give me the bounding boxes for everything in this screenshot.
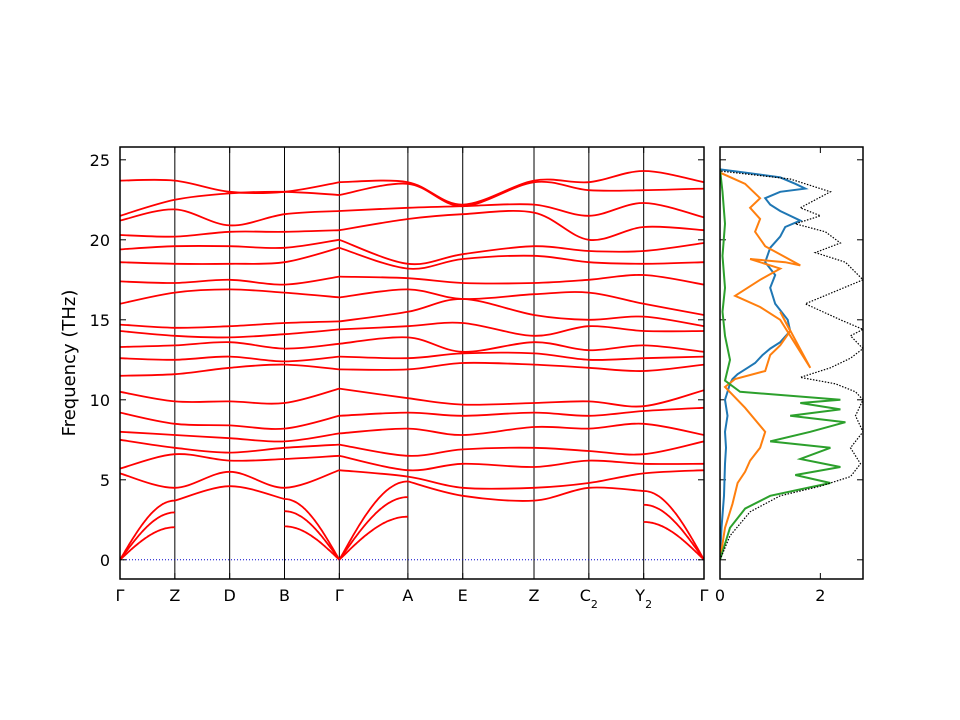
x-tick-label: Z bbox=[169, 586, 180, 605]
y-tick-label: 5 bbox=[100, 471, 110, 490]
phonon-band bbox=[120, 469, 340, 489]
acoustic-branch bbox=[284, 525, 341, 561]
phonon-band bbox=[339, 422, 704, 436]
dos-x-tick-label: 2 bbox=[815, 586, 825, 605]
phonon-band bbox=[339, 246, 704, 270]
dos-plot-frame bbox=[719, 146, 864, 580]
x-tick-label: E bbox=[458, 586, 468, 605]
phonon-band bbox=[120, 190, 340, 217]
acoustic-branch bbox=[338, 480, 408, 561]
phonon-band bbox=[120, 288, 340, 305]
y-tick-label: 0 bbox=[100, 551, 110, 570]
x-tick-label: Γ bbox=[700, 586, 709, 605]
acoustic-branch bbox=[643, 490, 704, 561]
phonon-bands bbox=[120, 170, 704, 561]
x-tick-label: Γ bbox=[116, 586, 125, 605]
phonon-band bbox=[120, 238, 340, 251]
phonon-band bbox=[120, 275, 340, 286]
phonon-band bbox=[339, 454, 704, 472]
acoustic-branch bbox=[120, 499, 175, 561]
acoustic-branch bbox=[120, 511, 176, 561]
phonon-band bbox=[120, 246, 340, 265]
x-tick-label: C2 bbox=[580, 586, 598, 611]
dos-curve bbox=[720, 171, 812, 560]
phonon-band bbox=[120, 387, 340, 405]
acoustic-branch bbox=[338, 496, 408, 561]
phonon-band bbox=[339, 336, 704, 353]
x-tick-label: B bbox=[279, 586, 290, 605]
phonon-band bbox=[339, 387, 704, 408]
y-tick-label: 20 bbox=[90, 231, 110, 250]
phonon-band bbox=[339, 209, 704, 241]
y-tick-label: 10 bbox=[90, 391, 110, 410]
x-tick-label: Γ bbox=[335, 586, 344, 605]
phonon-band bbox=[339, 238, 704, 266]
phonon-band bbox=[120, 178, 340, 195]
phonon-band bbox=[339, 440, 704, 457]
phonon-band bbox=[120, 208, 340, 227]
acoustic-branch bbox=[174, 485, 285, 502]
phonon-band bbox=[120, 355, 340, 363]
phonon-band bbox=[120, 430, 340, 443]
phonon-band bbox=[339, 321, 704, 337]
dos-curve bbox=[720, 168, 809, 560]
x-tick-label: D bbox=[224, 586, 236, 605]
phonon-band bbox=[120, 453, 340, 470]
acoustic-branch bbox=[120, 526, 176, 561]
phonon-band bbox=[339, 202, 704, 219]
phonon-band bbox=[339, 351, 704, 361]
x-tick-label: Y2 bbox=[634, 586, 652, 611]
phonon-band bbox=[120, 320, 340, 329]
y-axis-label: Frequency (THz) bbox=[59, 290, 80, 437]
dos-curve bbox=[720, 170, 863, 561]
phonon-band bbox=[120, 363, 340, 377]
acoustic-branch bbox=[643, 521, 704, 561]
y-tick-label: 25 bbox=[90, 151, 110, 170]
phonon-band bbox=[120, 411, 340, 430]
dos-curve bbox=[720, 169, 846, 561]
phonon-band bbox=[339, 170, 704, 206]
phonon-band bbox=[120, 229, 340, 238]
phonon-band bbox=[120, 438, 340, 454]
dos-curves bbox=[720, 168, 863, 561]
phonon-band bbox=[339, 288, 704, 316]
phonon-band bbox=[120, 341, 340, 350]
acoustic-branch bbox=[407, 480, 644, 502]
phonon-band bbox=[339, 406, 704, 417]
phonon-band bbox=[120, 328, 340, 339]
band-plot-frame bbox=[119, 146, 705, 580]
x-tick-label: Z bbox=[529, 586, 540, 605]
x-tick-label: A bbox=[402, 586, 413, 605]
acoustic-branch bbox=[643, 503, 704, 561]
phonon-band bbox=[339, 298, 704, 328]
acoustic-branch bbox=[338, 515, 408, 561]
y-tick-label: 15 bbox=[90, 311, 110, 330]
acoustic-branch bbox=[284, 510, 341, 561]
acoustic-branch bbox=[284, 498, 341, 561]
phonon-band bbox=[339, 469, 704, 490]
y-axis-ticks: 0 5 10 15 20 25 bbox=[90, 151, 863, 570]
phonon-band bbox=[339, 180, 704, 208]
dos-x-tick-label: 0 bbox=[715, 586, 725, 605]
phonon-band bbox=[339, 361, 704, 372]
phonon-band bbox=[339, 274, 704, 286]
x-axis-ticks: Γ Z D B Γ A E Z C2 Y2 Γ bbox=[116, 147, 709, 611]
